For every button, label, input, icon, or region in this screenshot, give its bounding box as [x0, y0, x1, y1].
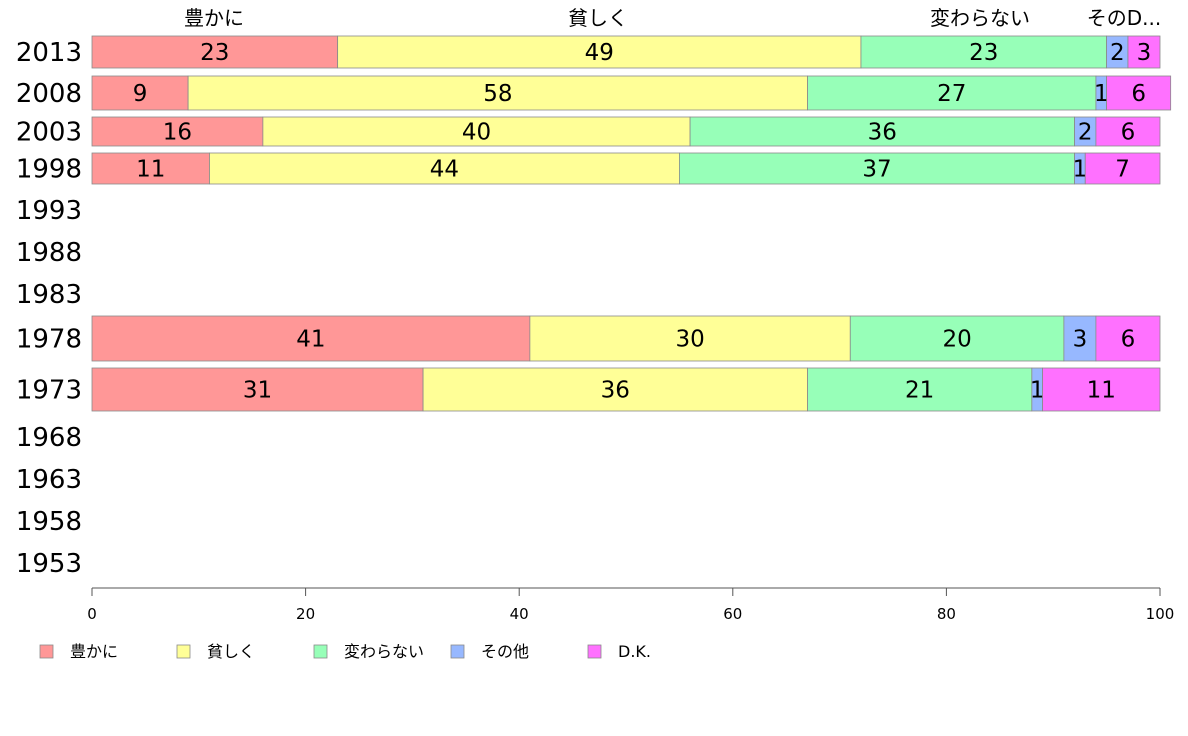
- bar-value-label: 6: [1121, 120, 1136, 146]
- x-tick-label: 0: [87, 605, 97, 623]
- bar-value-label: 3: [1073, 327, 1088, 353]
- legend-label: D.K.: [618, 642, 651, 661]
- y-tick-label: 1983: [16, 280, 82, 310]
- bar-value-label: 36: [868, 120, 897, 146]
- bar-value-label: 31: [243, 378, 272, 404]
- bar-segment: [1084, 152, 1161, 185]
- bar-value-label: 20: [942, 327, 971, 353]
- y-tick-label: 1998: [16, 155, 82, 185]
- legend-swatch: [313, 644, 328, 659]
- column-header: 変わらない: [930, 6, 1030, 30]
- bar-value-label: 11: [1087, 378, 1116, 404]
- bar-value-label: 44: [430, 157, 459, 183]
- y-tick-label: 1973: [16, 376, 82, 406]
- bar-value-label: 30: [675, 327, 704, 353]
- x-tick-label: 80: [937, 605, 956, 623]
- bar-segment: [187, 75, 808, 111]
- legend-swatch: [176, 644, 191, 659]
- y-tick-label: 1993: [16, 196, 82, 226]
- bar-segment: [1095, 315, 1161, 362]
- bar-value-label: 40: [462, 120, 491, 146]
- bar-value-label: 9: [133, 81, 148, 107]
- y-tick-label: 1968: [16, 423, 82, 453]
- bar-segment: [337, 35, 862, 69]
- column-header: そのD...: [1087, 6, 1161, 30]
- legend: 豊かに 貧しく 変わらない その他 D.K.: [39, 642, 651, 661]
- bar-value-label: 7: [1115, 157, 1130, 183]
- x-tick-label: 40: [510, 605, 529, 623]
- bar-value-label: 6: [1121, 327, 1136, 353]
- bar-segment: [860, 35, 1108, 69]
- bar-value-label: 21: [905, 378, 934, 404]
- bar-value-label: 16: [163, 120, 192, 146]
- bar-value-label: 2: [1078, 120, 1093, 146]
- y-tick-label: 1988: [16, 238, 82, 268]
- bar-segment: [689, 116, 1075, 147]
- bar-value-label: 27: [937, 81, 966, 107]
- legend-swatch: [450, 644, 465, 659]
- y-tick-label: 2008: [16, 79, 82, 109]
- y-tick-label: 2003: [16, 118, 82, 148]
- bar-segment: [529, 315, 851, 362]
- y-tick-label: 2013: [16, 38, 82, 68]
- column-header: 豊かに: [184, 6, 244, 30]
- y-tick-label: 1958: [16, 507, 82, 537]
- bar-value-label: 23: [969, 40, 998, 66]
- column-header: 貧しく: [568, 6, 628, 30]
- x-tick-label: 20: [296, 605, 315, 623]
- bar-segment: [679, 152, 1075, 185]
- bar-segment: [209, 152, 680, 185]
- bar-segment: [1063, 315, 1097, 362]
- bar-segment: [91, 35, 339, 69]
- bar-value-label: 41: [296, 327, 325, 353]
- bar-segment: [1042, 367, 1161, 412]
- y-axis-labels: 2013 2008 2003 1998 1993 1988 1983 1978 1973 1968…: [16, 38, 82, 579]
- legend-label: 変わらない: [344, 642, 424, 661]
- column-headers: 豊かに 貧しく 変わらない そのD...: [184, 6, 1161, 30]
- bar-segment: [91, 75, 189, 111]
- bar-segment: [262, 116, 691, 147]
- bar-segment: [807, 367, 1033, 412]
- bar-value-label: 2: [1110, 40, 1125, 66]
- legend-label: 豊かに: [70, 642, 118, 661]
- bar-segment: [91, 315, 531, 362]
- legend-label: 貧しく: [207, 642, 255, 661]
- bars: 23 49 23 2 39 58 27 1 616 40 36 2 611 44 37 1 741 30 20 3 63…: [91, 35, 1172, 412]
- x-tick-label: 60: [723, 605, 742, 623]
- bar-segment: [422, 367, 808, 412]
- bar-value-label: 49: [585, 40, 614, 66]
- bar-segment: [1106, 75, 1172, 111]
- bar-value-label: 6: [1131, 81, 1146, 107]
- bar-value-label: 37: [862, 157, 891, 183]
- legend-swatch: [587, 644, 602, 659]
- y-tick-label: 1978: [16, 325, 82, 355]
- y-tick-label: 1953: [16, 549, 82, 579]
- bar-value-label: 1: [1073, 157, 1088, 183]
- legend-label: その他: [481, 642, 529, 661]
- bar-segment: [807, 75, 1097, 111]
- bar-value-label: 3: [1137, 40, 1152, 66]
- bar-segment: [1127, 35, 1161, 69]
- y-tick-label: 1963: [16, 465, 82, 495]
- bar-segment: [91, 116, 264, 147]
- bar-segment: [1095, 116, 1161, 147]
- bar-value-label: 58: [483, 81, 512, 107]
- bar-value-label: 23: [200, 40, 229, 66]
- bar-value-label: 11: [136, 157, 165, 183]
- bar-value-label: 36: [601, 378, 630, 404]
- x-tick-label: 100: [1146, 605, 1175, 623]
- x-axis: 0 20 40 60 80 100: [87, 587, 1175, 623]
- bar-value-label: 1: [1094, 81, 1109, 107]
- bar-segment: [849, 315, 1065, 362]
- bar-value-label: 1: [1030, 378, 1045, 404]
- bar-segment: [91, 367, 424, 412]
- legend-swatch: [39, 644, 54, 659]
